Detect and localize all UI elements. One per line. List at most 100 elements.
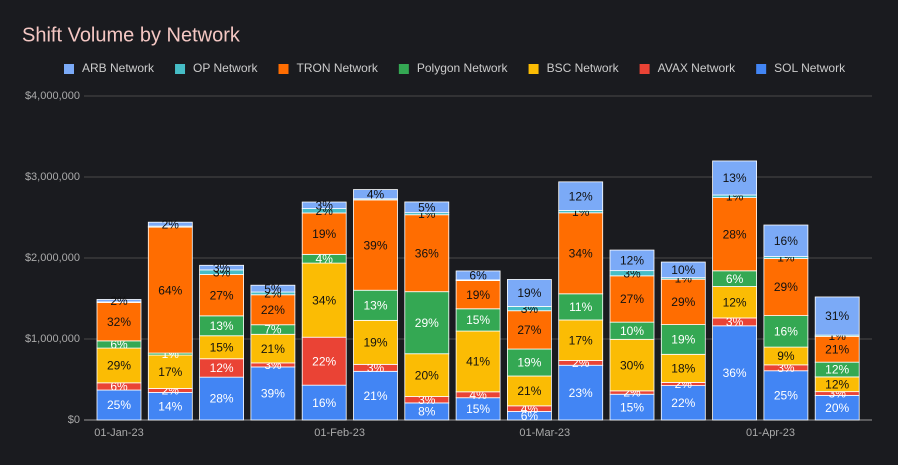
bar-segment: [404, 214, 450, 293]
data-label: 8%: [418, 405, 436, 419]
data-label: 15%: [466, 313, 490, 327]
y-tick-label: $4,000,000: [25, 90, 80, 102]
data-label: 30%: [620, 358, 644, 372]
bar-segment: [712, 160, 757, 196]
data-label: 27%: [210, 288, 234, 302]
data-label: 29%: [415, 316, 439, 330]
data-label: 2%: [110, 294, 128, 308]
data-label: 29%: [774, 280, 798, 294]
legend-label: OP Network: [193, 61, 258, 75]
data-label: 34%: [312, 293, 336, 307]
data-label: 6%: [521, 409, 539, 423]
data-label: 19%: [671, 333, 695, 347]
bar-segment: [404, 353, 450, 397]
bar-segment: [404, 291, 450, 355]
x-tick-label: 01-Feb-23: [314, 427, 365, 439]
data-label: 3%: [316, 198, 334, 212]
bar-segment: [660, 353, 706, 383]
bar-segment: [660, 261, 706, 279]
bar-segment: [506, 375, 552, 407]
bar-segment: [96, 347, 142, 384]
bar-segment: [404, 201, 450, 214]
x-tick-label: 01-Apr-23: [746, 427, 795, 439]
data-label: 22%: [312, 354, 336, 368]
bar-segment: [558, 293, 604, 321]
bar-segment: [301, 212, 347, 255]
legend-swatch: [175, 64, 186, 74]
bar-segment: [199, 376, 245, 421]
data-label: 12%: [825, 363, 849, 377]
data-label: 10%: [671, 263, 695, 277]
data-label: 15%: [620, 400, 644, 414]
bar-segment: [353, 370, 398, 421]
bar-segment: [301, 201, 347, 209]
data-label: 23%: [569, 386, 593, 400]
bar-segment: [558, 181, 604, 211]
y-tick-label: $1,000,000: [25, 333, 80, 345]
bar-segment: [763, 315, 809, 348]
y-tick-label: $0: [68, 414, 80, 426]
data-label: 64%: [158, 283, 182, 297]
legend-swatch: [756, 64, 767, 74]
data-label: 16%: [774, 234, 798, 248]
legend-swatch: [64, 64, 74, 74]
data-label: 21%: [363, 389, 387, 403]
data-label: 13%: [363, 298, 387, 312]
x-tick-label: 01-Mar-23: [519, 427, 570, 439]
x-tick-label: 01-Jan-23: [94, 427, 144, 439]
data-label: 25%: [774, 389, 798, 403]
data-label: 17%: [158, 365, 182, 379]
bar-segment: [147, 226, 193, 354]
bar-segment: [301, 262, 347, 338]
data-label: 12%: [620, 254, 644, 268]
bar-segment: [660, 278, 706, 325]
data-label: 20%: [415, 368, 439, 382]
data-label: 13%: [723, 171, 747, 185]
bar-segment: [814, 296, 860, 336]
data-label: 15%: [210, 340, 234, 354]
data-label: 21%: [261, 342, 285, 356]
bar-segment: [660, 385, 706, 421]
data-label: 15%: [466, 402, 490, 416]
legend-label: BSC Network: [547, 61, 620, 75]
data-label: 11%: [569, 300, 592, 314]
data-label: 17%: [569, 333, 593, 347]
legend-label: AVAX Network: [658, 61, 737, 75]
bar-segment: [250, 284, 296, 293]
bar-segment: [455, 280, 501, 310]
data-label: 12%: [825, 377, 849, 391]
data-label: 19%: [466, 288, 490, 302]
data-label: 5%: [264, 282, 282, 296]
legend-label: Polygon Network: [417, 61, 509, 75]
bar-segment: [96, 302, 142, 342]
data-label: 32%: [107, 315, 131, 329]
bar-segment: [147, 221, 193, 227]
bar-segment: [250, 333, 296, 364]
data-label: 19%: [517, 356, 541, 370]
legend-label: TRON Network: [297, 61, 379, 75]
data-label: 5%: [418, 200, 436, 214]
y-tick-label: $2,000,000: [25, 252, 80, 264]
data-label: 16%: [312, 396, 336, 410]
legend-label: ARB Network: [82, 61, 155, 75]
data-label: 19%: [312, 227, 336, 241]
data-label: 19%: [517, 286, 541, 300]
legend-swatch: [398, 64, 409, 74]
bar-segment: [763, 224, 809, 257]
bar-segment: [250, 294, 296, 326]
bar-segment: [558, 364, 604, 421]
bar-segment: [814, 335, 860, 363]
data-label: 6%: [726, 272, 744, 286]
bar-segment: [609, 393, 655, 421]
bar-segment: [301, 384, 347, 421]
bar-segment: [147, 354, 193, 389]
data-label: 2%: [162, 217, 180, 231]
bar-segment: [353, 289, 398, 321]
data-label: 28%: [210, 392, 234, 406]
bar-segment: [506, 310, 552, 350]
data-label: 12%: [569, 189, 593, 203]
bar-segment: [609, 249, 655, 272]
legend-swatch: [278, 64, 289, 74]
data-label: 29%: [671, 295, 695, 309]
